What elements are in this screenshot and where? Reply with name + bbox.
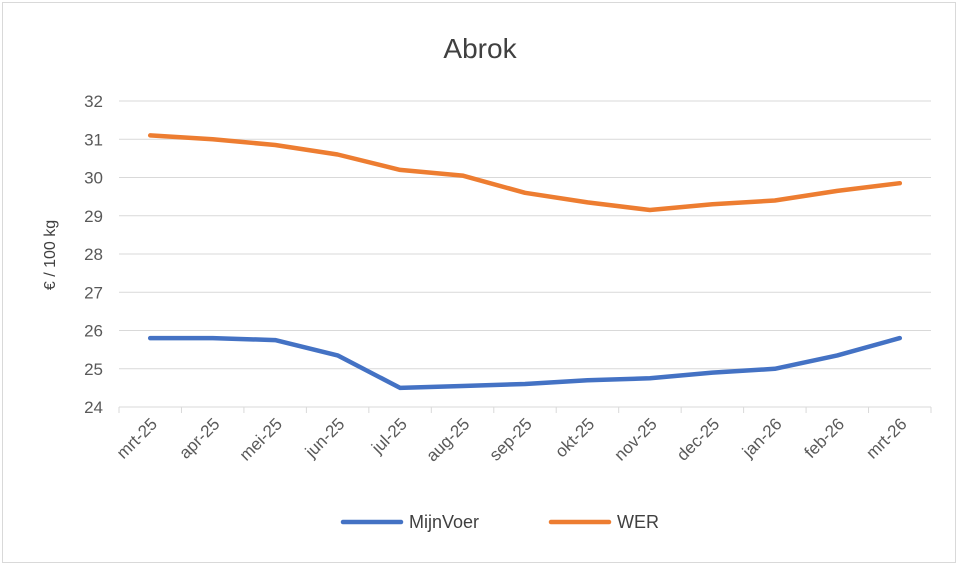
y-tick-label: 29 xyxy=(84,207,103,226)
legend: MijnVoer WER xyxy=(340,512,659,532)
x-tick-label: mei-25 xyxy=(236,414,286,464)
x-tick-labels: mrt-25 apr-25 mei-25 jun-25 jul-25 aug-25 sep-… xyxy=(113,414,911,465)
chart-title: Abrok xyxy=(443,33,517,64)
x-tick-label: nov-25 xyxy=(611,414,661,464)
x-tick-label: aug-25 xyxy=(422,414,473,465)
x-axis xyxy=(118,406,932,413)
y-tick-label: 26 xyxy=(84,322,103,341)
x-tick-label: apr-25 xyxy=(175,414,223,462)
y-tick-label: 24 xyxy=(84,398,103,417)
x-tick-label: sep-25 xyxy=(486,414,536,464)
x-tick-label: jun-25 xyxy=(301,414,349,462)
y-tick-label: 30 xyxy=(84,169,103,188)
y-tick-label: 27 xyxy=(84,283,103,302)
x-tick-label: jul-25 xyxy=(367,414,411,458)
x-tick-label: feb-26 xyxy=(801,414,849,462)
series-line-mijnvoer xyxy=(147,335,903,391)
y-tick-label: 25 xyxy=(84,360,103,379)
x-tick-label: okt-25 xyxy=(551,414,598,461)
x-tick-label: dec-25 xyxy=(673,414,723,464)
series-lines xyxy=(147,133,903,391)
legend-label: WER xyxy=(617,512,659,532)
y-axis-title: € / 100 kg xyxy=(42,220,59,290)
y-axis: 24 25 26 27 28 29 30 31 32 xyxy=(84,92,103,417)
y-tick-label: 32 xyxy=(84,92,103,111)
x-tick-label: mrt-25 xyxy=(113,414,161,462)
y-tick-label: 31 xyxy=(84,130,103,149)
gridlines xyxy=(119,100,931,370)
x-tick-label: jan-26 xyxy=(738,414,786,462)
legend-label: MijnVoer xyxy=(409,512,479,532)
x-tick-label: mrt-26 xyxy=(862,414,910,462)
series-line-wer xyxy=(147,133,903,213)
y-tick-label: 28 xyxy=(84,245,103,264)
line-chart: Abrok € / 100 kg 24 25 26 27 28 29 30 31 32 mrt-… xyxy=(42,33,932,532)
